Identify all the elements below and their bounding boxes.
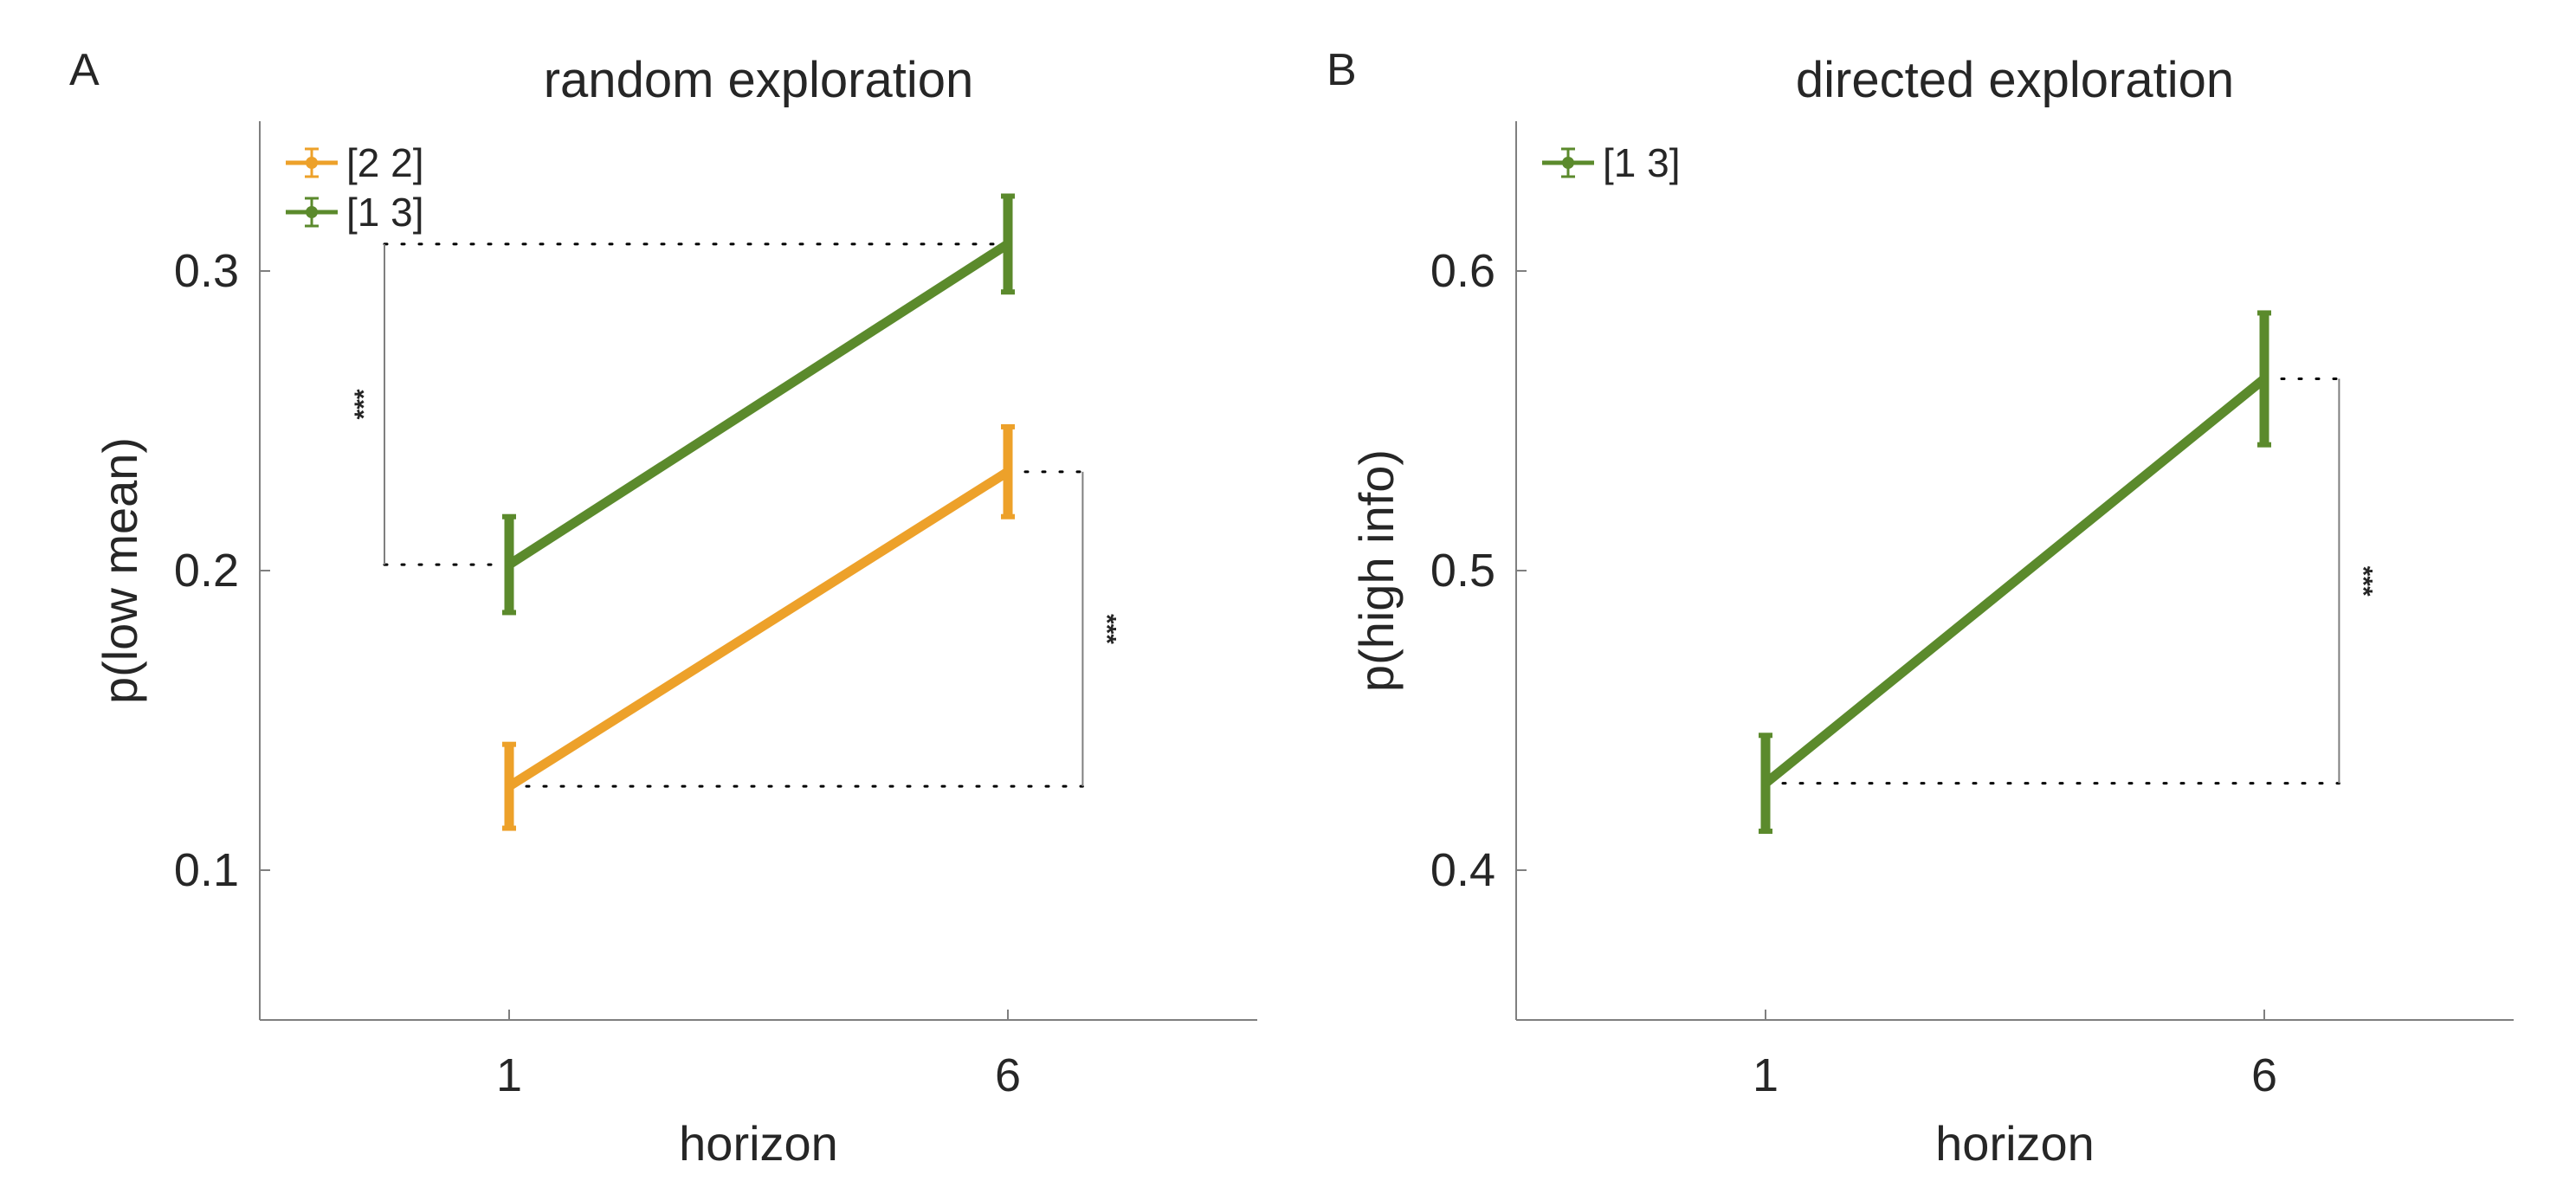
x-axis-label: horizon — [1935, 1116, 2095, 1171]
series-line — [507, 468, 1010, 791]
significance-annotation: *** — [1764, 378, 2377, 785]
data-point — [506, 561, 513, 569]
legend-swatch-marker — [306, 157, 318, 169]
y-tick-label: 0.4 — [1430, 844, 1495, 896]
panel-letter: B — [1327, 45, 1357, 95]
legend-label: [2 2] — [346, 140, 424, 185]
y-tick-label: 0.6 — [1430, 245, 1495, 297]
y-axis-label: p(high info) — [1349, 449, 1404, 692]
x-tick-label: 1 — [496, 1049, 522, 1101]
significance-annotation: *** — [350, 242, 1010, 566]
legend-entry: [2 2] — [286, 140, 424, 185]
legend-entry: [1 3] — [286, 190, 424, 235]
data-point — [506, 783, 513, 791]
significance-stars: *** — [350, 389, 378, 419]
data-point — [1004, 468, 1011, 475]
series-1 — [502, 193, 1015, 616]
series-0 — [1759, 310, 2271, 835]
y-tick-label: 0.5 — [1430, 545, 1495, 597]
legend: [1 3] — [1542, 140, 1681, 185]
panel-letter: A — [69, 45, 100, 95]
legend: [2 2] [1 3] — [286, 140, 424, 235]
y-tick-label: 0.2 — [174, 545, 239, 597]
data-point — [1004, 240, 1011, 248]
legend-label: [1 3] — [1603, 140, 1681, 185]
x-tick-label: 6 — [995, 1049, 1021, 1101]
y-axis-label: p(low mean) — [93, 437, 147, 704]
y-tick-label: 0.3 — [174, 245, 239, 297]
legend-swatch-marker — [1562, 157, 1574, 169]
series-line — [507, 240, 1010, 569]
data-point — [2261, 375, 2268, 383]
significance-stars: *** — [2348, 566, 2377, 597]
chart-title: random exploration — [544, 52, 974, 108]
x-tick-label: 1 — [1753, 1049, 1779, 1101]
legend-entry: [1 3] — [1542, 140, 1681, 185]
legend-label: [1 3] — [346, 190, 424, 235]
x-axis-label: horizon — [679, 1116, 838, 1171]
x-tick-label: 6 — [2251, 1049, 2277, 1101]
legend-swatch-marker — [306, 206, 318, 218]
y-tick-label: 0.1 — [174, 844, 239, 896]
data-point — [1762, 779, 1769, 787]
significance-stars: *** — [1092, 614, 1120, 644]
series-0 — [502, 423, 1015, 831]
chart-title: directed exploration — [1796, 52, 2234, 108]
significance-annotation: *** — [507, 470, 1120, 788]
series-line — [1762, 375, 2268, 787]
